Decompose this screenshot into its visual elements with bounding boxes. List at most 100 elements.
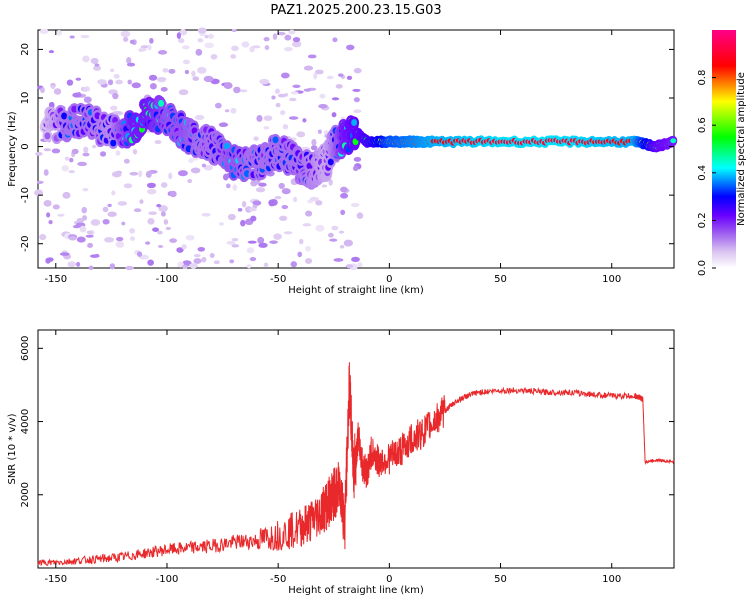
spectrogram-y-ticks: -20 -10 0 10 20 (20, 43, 674, 252)
spectrogram-speckle (264, 45, 270, 51)
spectrogram-speckle (274, 196, 282, 200)
spectrogram-speckle (232, 184, 238, 191)
spectrogram-speckle (197, 246, 206, 252)
spectrogram-speckle (271, 95, 276, 100)
spectrogram-y-tick-label: 0 (20, 143, 31, 149)
spectrogram-speckle (195, 48, 203, 56)
spectrogram-speckle (123, 183, 133, 189)
spectrogram-speckle (190, 167, 201, 174)
spectrogram-speckle (34, 189, 44, 197)
spectrogram-y-tick-label: -20 (20, 236, 31, 252)
spectrogram-speckle (257, 236, 265, 244)
spectrogram-ridge-cell (351, 118, 358, 126)
spectrogram-speckle (340, 186, 348, 193)
spectrogram-speckle (138, 170, 143, 178)
spectrogram-speckle (263, 125, 270, 130)
spectrogram-speckle (83, 146, 89, 154)
spectrogram-speckle (203, 75, 214, 83)
spectrogram-speckle (288, 29, 296, 35)
spectrogram-speckle (353, 67, 362, 74)
spectrogram-speckle (258, 242, 268, 248)
spectrogram-speckle (66, 79, 74, 86)
colorbar-tick-label: 0.2 (697, 212, 708, 228)
spectrogram-speckle (43, 148, 51, 152)
spectrogram-speckle (147, 259, 154, 266)
spectrogram-speckle (40, 87, 45, 94)
spectrogram-speckle (97, 79, 107, 85)
spectrogram-speckle (90, 219, 101, 226)
spectrogram-speckle (115, 240, 125, 248)
colorbar-scale (712, 30, 736, 268)
snr-y-tick-label: 4000 (20, 409, 31, 434)
spectrogram-speckle (302, 118, 307, 123)
spectrogram-ridge-cell (110, 139, 117, 147)
spectrogram-speckle (226, 183, 231, 189)
spectrogram-speckle (290, 91, 299, 95)
snr-x-tick-label: 100 (602, 574, 621, 585)
colorbar-ticks: 0.0 0.2 0.4 0.6 0.8 (697, 70, 716, 276)
spectrogram-speckle (227, 213, 236, 221)
spectrogram-speckle (309, 196, 319, 202)
spectrogram-speckle (178, 89, 189, 96)
spectrogram-speckle (293, 196, 298, 203)
spectrogram-speckle (129, 171, 139, 176)
spectrogram-speckle (297, 251, 303, 258)
spectrogram-x-tick-label: 0 (386, 274, 392, 285)
spectrogram-speckle (213, 260, 220, 265)
spectrogram-speckle (72, 225, 80, 229)
spectrogram-speckle (249, 257, 257, 262)
snr-x-tick-label: -100 (156, 574, 179, 585)
spectrogram-speckle (256, 115, 263, 122)
spectrogram-speckle (43, 169, 49, 176)
spectrogram-speckle (346, 75, 353, 81)
spectrogram-speckle (345, 264, 354, 269)
spectrogram-speckle (102, 218, 110, 225)
snr-panel: -150 -100 -50 0 50 100 2000 4000 6000 Height of… (7, 329, 675, 596)
spectrogram-speckle (263, 115, 273, 121)
spectrogram-ridge-cell (158, 99, 165, 107)
spectrogram-speckle (319, 93, 326, 99)
spectrogram-speckle (129, 39, 135, 44)
spectrogram-ridge-cell (61, 112, 68, 120)
spectrogram-speckle (158, 205, 168, 212)
spectrogram-speckle (340, 209, 346, 216)
spectrogram-speckle (305, 245, 311, 252)
spectrogram-y-label: Frequency (Hz) (7, 111, 18, 187)
spectrogram-speckle (181, 45, 190, 50)
spectrogram-speckle (251, 179, 261, 185)
spectrogram-speckle (288, 116, 299, 120)
spectrogram-speckle (182, 59, 190, 65)
spectrogram-speckle (127, 79, 132, 85)
colorbar-tick-label: 0.0 (697, 260, 708, 276)
spectrogram-speckle (162, 68, 169, 73)
spectrogram-speckle (252, 200, 262, 206)
spectrogram-speckle (218, 222, 225, 226)
spectrogram-speckle (277, 93, 286, 98)
spectrogram-speckle (46, 212, 51, 218)
spectrogram-speckle (139, 199, 144, 204)
spectrogram-speckle (251, 45, 261, 49)
spectrogram-speckle (275, 102, 281, 108)
spectrogram-speckle (168, 172, 173, 180)
spectrogram-speckle (292, 37, 301, 43)
spectrogram-speckle (83, 86, 88, 93)
spectrogram-speckle (149, 37, 154, 44)
spectrogram-speckle (331, 112, 337, 118)
spectrogram-speckle (209, 253, 215, 258)
spectrogram-speckle (253, 136, 259, 141)
spectrogram-x-label: Height of straight line (km) (288, 285, 424, 296)
spectrogram-speckle (214, 102, 222, 109)
spectrogram-speckle (57, 213, 65, 217)
spectrogram-speckle (303, 88, 312, 92)
spectrogram-speckle (201, 212, 211, 217)
spectrogram-speckle (203, 164, 213, 171)
spectrogram-speckle (188, 158, 194, 164)
spectrogram-speckle (304, 258, 313, 264)
spectrogram-speckle (335, 84, 343, 89)
spectrogram-speckle (339, 244, 345, 249)
spectrogram-speckle (194, 114, 205, 121)
snr-x-label: Height of straight line (km) (288, 585, 424, 596)
spectrogram-marks (34, 27, 678, 271)
spectrogram-speckle (340, 192, 349, 199)
spectrogram-speckle (263, 262, 269, 267)
